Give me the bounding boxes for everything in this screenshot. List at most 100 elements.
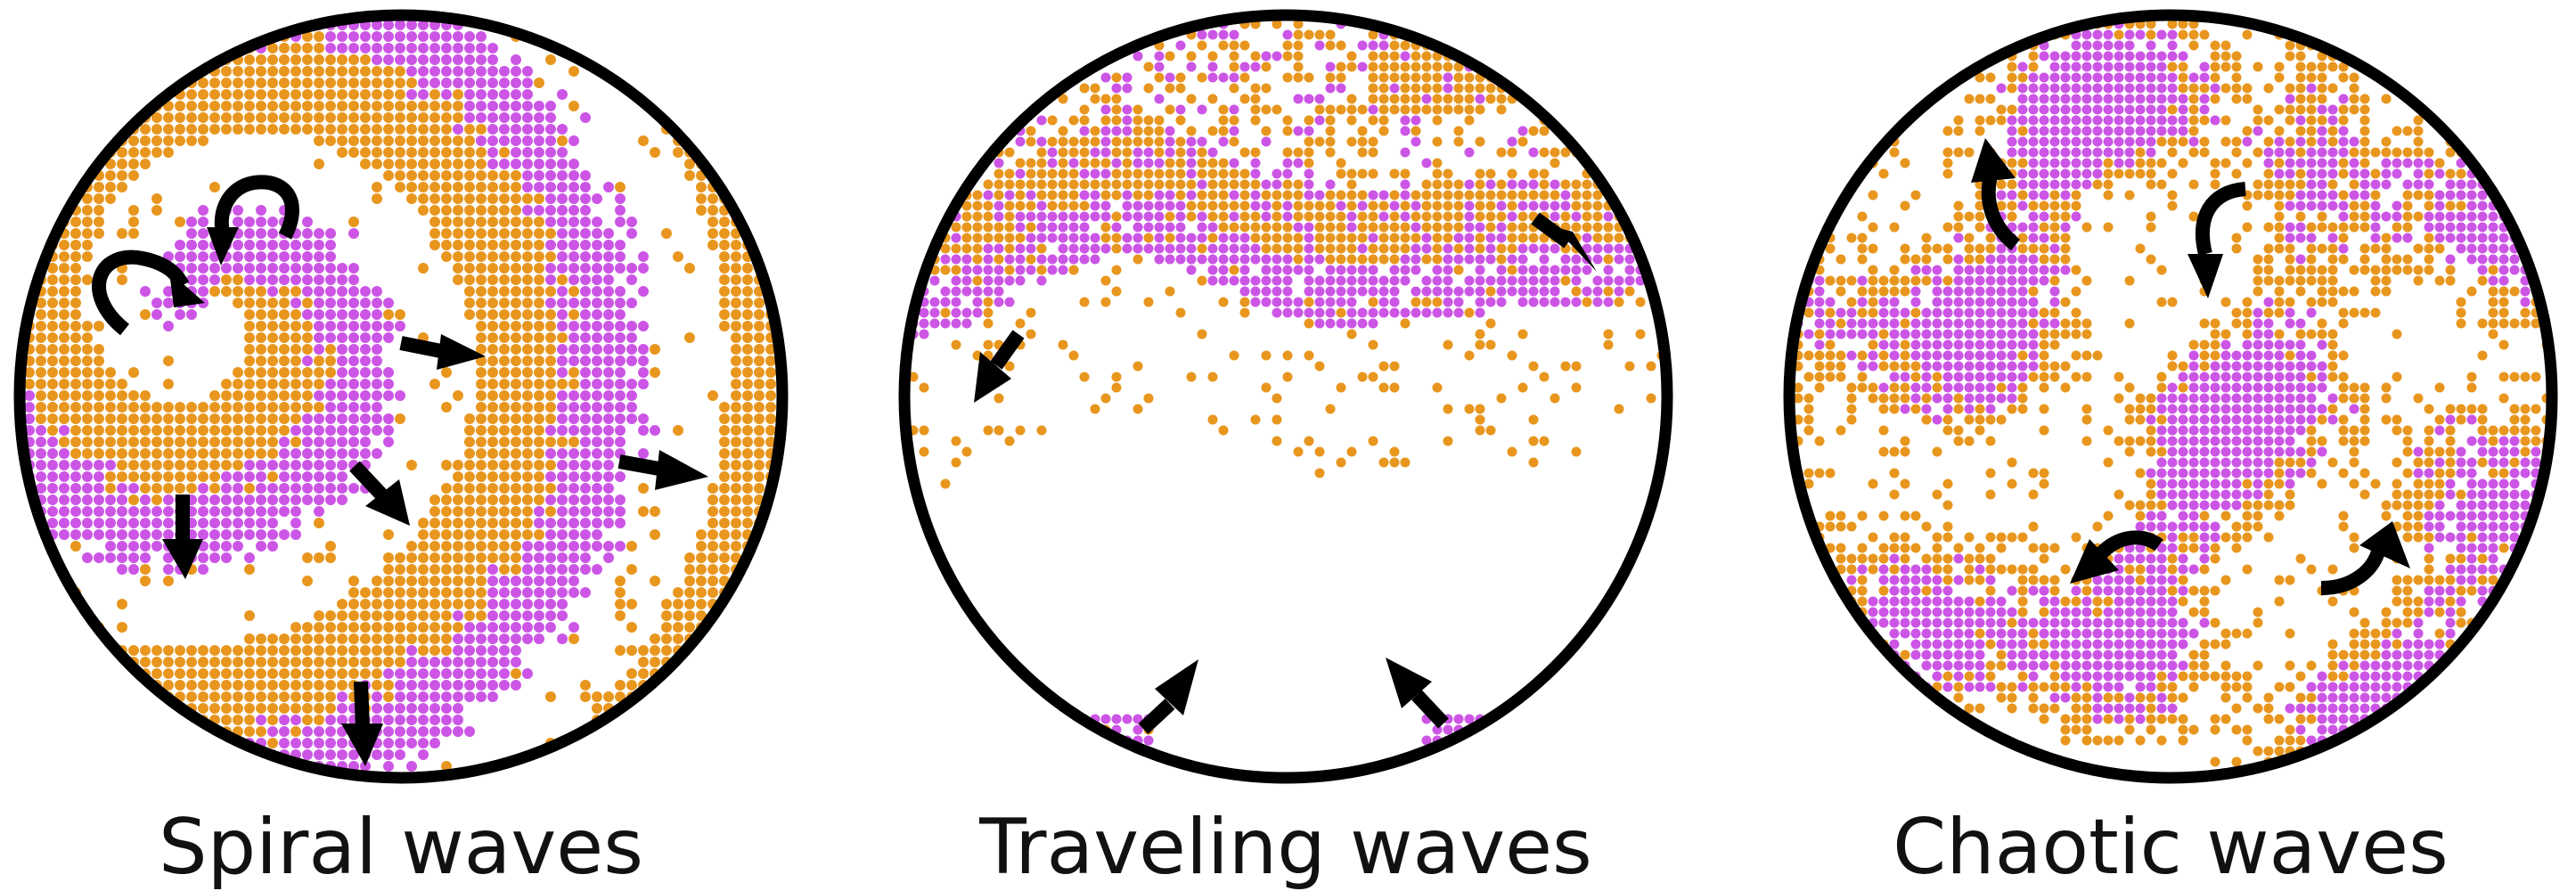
cell-species-a bbox=[1282, 243, 1293, 254]
cell-species-a bbox=[499, 495, 510, 505]
cell-species-a bbox=[1475, 404, 1485, 414]
cell-species-a bbox=[2124, 318, 2135, 329]
cell-species-a bbox=[1368, 115, 1378, 126]
cell-species-b bbox=[2327, 115, 2338, 126]
cell-species-a bbox=[731, 448, 741, 459]
cell-species-b bbox=[1432, 275, 1443, 286]
cell-species-a bbox=[441, 147, 452, 158]
cell-species-a bbox=[82, 240, 93, 250]
cell-species-b bbox=[1058, 243, 1068, 254]
cell-species-b bbox=[603, 263, 614, 274]
cell-species-b bbox=[626, 298, 637, 308]
cell-species-a bbox=[754, 321, 765, 331]
cell-species-b bbox=[453, 691, 463, 702]
cell-species-a bbox=[209, 668, 220, 679]
cell-species-a bbox=[256, 309, 266, 320]
cell-species-b bbox=[1389, 83, 1400, 94]
cell-species-b bbox=[429, 691, 440, 702]
cell-species-b bbox=[592, 240, 602, 250]
cell-species-b bbox=[1825, 297, 1836, 307]
cell-species-b bbox=[2338, 147, 2349, 158]
cell-species-b bbox=[1186, 158, 1197, 168]
cell-species-b bbox=[545, 622, 556, 633]
cell-species-a bbox=[511, 217, 521, 227]
cell-species-a bbox=[244, 286, 255, 297]
cell-species-a bbox=[406, 135, 417, 146]
cell-species-a bbox=[2295, 168, 2306, 179]
cell-species-b bbox=[534, 159, 544, 169]
cell-species-a bbox=[233, 112, 243, 123]
cell-species-b bbox=[325, 390, 336, 401]
cell-species-a bbox=[1368, 339, 1378, 350]
cell-species-a bbox=[2402, 190, 2413, 200]
cell-species-a bbox=[534, 437, 544, 447]
cell-species-a bbox=[1336, 254, 1346, 265]
cell-species-b bbox=[1889, 297, 1900, 307]
cell-species-a bbox=[2146, 254, 2156, 265]
cell-species-a bbox=[209, 78, 220, 88]
cell-species-a bbox=[742, 576, 753, 586]
cell-species-a bbox=[1432, 179, 1443, 190]
cell-species-b bbox=[2049, 158, 2060, 168]
arrow-head bbox=[437, 334, 486, 370]
cell-species-a bbox=[1154, 136, 1165, 147]
cell-species-a bbox=[511, 495, 521, 505]
cell-species-a bbox=[1036, 168, 1047, 179]
cell-species-a bbox=[1868, 265, 1878, 275]
cell-species-a bbox=[2370, 168, 2381, 179]
cell-species-b bbox=[221, 483, 232, 494]
cell-species-b bbox=[511, 587, 521, 598]
cell-species-b bbox=[464, 645, 475, 656]
cell-species-b bbox=[337, 448, 348, 459]
cell-species-b bbox=[1100, 72, 1111, 83]
cell-species-a bbox=[1154, 19, 1165, 29]
cell-species-a bbox=[151, 495, 162, 505]
cell-species-a bbox=[2049, 233, 2060, 243]
cell-species-b bbox=[279, 726, 290, 737]
cell-species-b bbox=[568, 298, 579, 308]
cell-species-a bbox=[209, 101, 220, 111]
cell-species-a bbox=[1475, 168, 1485, 179]
cell-species-a bbox=[337, 599, 348, 609]
cell-species-b bbox=[534, 576, 544, 586]
cell-species-a bbox=[1868, 222, 1878, 233]
cell-species-b bbox=[1229, 29, 1239, 40]
cell-species-a bbox=[534, 240, 544, 250]
cell-species-b bbox=[244, 529, 255, 540]
cell-species-b bbox=[290, 483, 301, 494]
cell-species-b bbox=[2028, 83, 2039, 94]
cell-species-a bbox=[209, 657, 220, 667]
cell-species-a bbox=[1218, 425, 1229, 436]
cell-species-a bbox=[82, 217, 93, 227]
cell-species-b bbox=[325, 43, 336, 53]
cell-species-a bbox=[279, 66, 290, 77]
cell-species-a bbox=[82, 402, 93, 413]
cell-species-b bbox=[557, 193, 568, 204]
cell-species-b bbox=[615, 541, 626, 552]
cell-species-b bbox=[279, 460, 290, 470]
cell-species-a bbox=[1175, 179, 1186, 190]
cell-species-b bbox=[2060, 104, 2071, 115]
cell-species-b bbox=[2146, 83, 2156, 94]
cell-species-b bbox=[1079, 211, 1090, 222]
cell-species-b bbox=[511, 159, 521, 169]
cell-species-b bbox=[1111, 158, 1122, 168]
cell-species-a bbox=[290, 112, 301, 123]
cell-species-b bbox=[1443, 307, 1453, 318]
cell-species-b bbox=[2445, 211, 2456, 222]
cell-species-b bbox=[1975, 275, 1985, 286]
cell-species-b bbox=[59, 495, 70, 505]
cell-species-a bbox=[128, 413, 139, 424]
cell-species-b bbox=[1507, 275, 1517, 286]
cell-species-b bbox=[2017, 104, 2028, 115]
cell-species-a bbox=[511, 298, 521, 308]
cell-species-a bbox=[2274, 211, 2285, 222]
cell-species-a bbox=[267, 89, 278, 100]
cell-species-a bbox=[47, 356, 58, 366]
cell-species-a bbox=[1357, 136, 1368, 147]
cell-species-a bbox=[1825, 339, 1836, 350]
cell-species-b bbox=[337, 413, 348, 424]
cell-species-b bbox=[2071, 83, 2081, 94]
cell-species-a bbox=[94, 367, 104, 378]
cell-species-b bbox=[2477, 265, 2488, 275]
